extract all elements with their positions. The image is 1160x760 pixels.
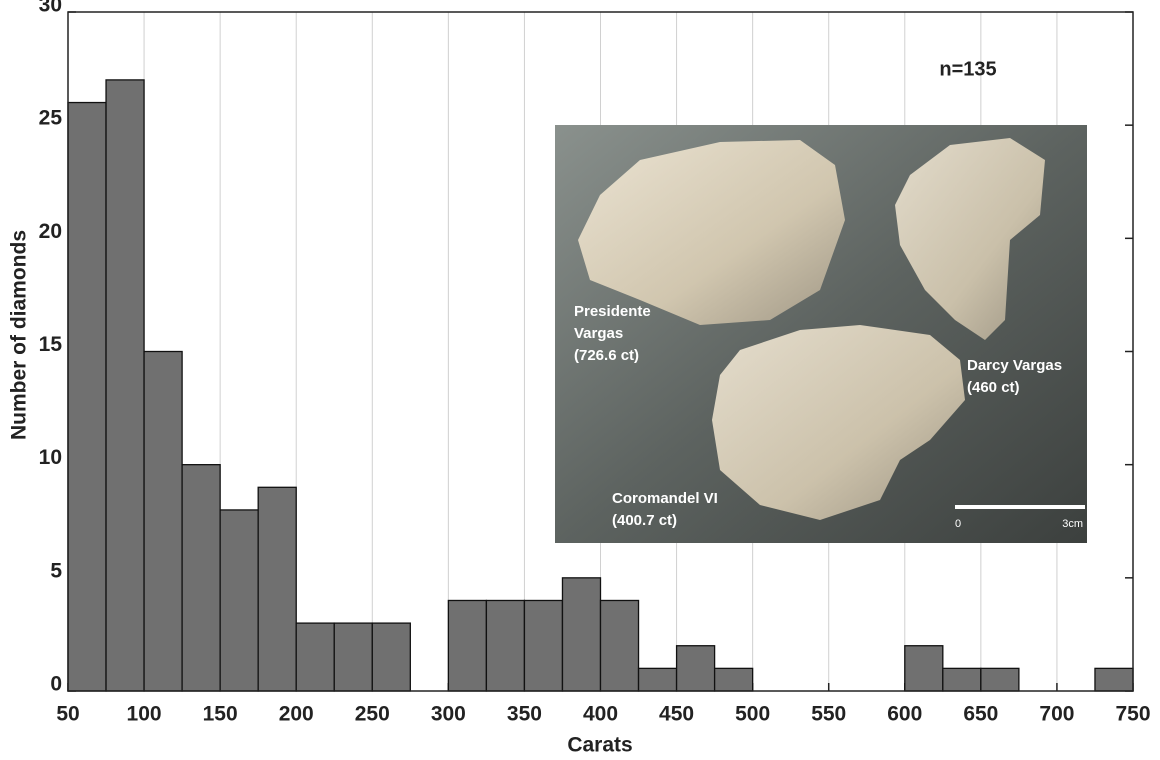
x-tick-label: 500: [735, 703, 770, 726]
x-tick-label: 50: [56, 703, 79, 726]
bar: [981, 668, 1019, 691]
photo-label: Coromandel VI: [612, 490, 718, 507]
bar: [68, 103, 106, 691]
photo-label: Vargas: [574, 325, 623, 342]
x-tick-label: 550: [811, 703, 846, 726]
bar: [372, 623, 410, 691]
photo-label: (460 ct): [967, 379, 1020, 396]
bar: [601, 600, 639, 691]
x-tick-label: 300: [431, 703, 466, 726]
chart: 5010015020025030035040045050055060065070…: [0, 0, 1160, 760]
y-tick-label: 0: [50, 673, 62, 696]
bar: [562, 578, 600, 691]
y-tick-label: 20: [39, 220, 62, 243]
y-axis-label: Number of diamonds: [8, 230, 31, 440]
bar: [677, 646, 715, 691]
bar: [106, 80, 144, 691]
bar: [182, 465, 220, 691]
bar: [448, 600, 486, 691]
bar: [258, 487, 296, 691]
bar: [220, 510, 258, 691]
x-tick-label: 450: [659, 703, 694, 726]
scale-label: 3cm: [1062, 518, 1083, 530]
x-tick-label: 750: [1115, 703, 1150, 726]
bar: [334, 623, 372, 691]
inset-photo: Presidente Vargas (726.6 ct) Darcy Vargas (4…: [555, 125, 1087, 543]
x-tick-label: 600: [887, 703, 922, 726]
photo-label: (400.7 ct): [612, 512, 677, 529]
y-tick-label: 5: [50, 559, 62, 582]
y-tick-label: 30: [39, 0, 62, 17]
photo-label: (726.6 ct): [574, 347, 639, 364]
bar: [639, 668, 677, 691]
x-tick-label: 400: [583, 703, 618, 726]
x-tick-label: 700: [1039, 703, 1074, 726]
photo-label: Darcy Vargas: [967, 357, 1062, 374]
bar: [715, 668, 753, 691]
bar: [486, 600, 524, 691]
x-tick-label: 350: [507, 703, 542, 726]
bar: [296, 623, 334, 691]
bar: [943, 668, 981, 691]
y-tick-label: 15: [39, 333, 63, 356]
x-tick-label: 150: [203, 703, 238, 726]
x-tick-label: 250: [355, 703, 390, 726]
y-tick-label: 10: [39, 446, 62, 469]
bar: [144, 352, 182, 692]
bar: [905, 646, 943, 691]
x-tick-label: 100: [127, 703, 162, 726]
x-axis-label: Carats: [567, 734, 632, 757]
scale-label: 0: [955, 518, 961, 530]
annotation: n=135: [939, 58, 996, 80]
x-tick-label: 200: [279, 703, 314, 726]
bar: [524, 600, 562, 691]
photo-label: Presidente: [574, 303, 651, 320]
y-tick-label: 25: [39, 107, 63, 130]
x-tick-label: 650: [963, 703, 998, 726]
bar: [1095, 668, 1133, 691]
